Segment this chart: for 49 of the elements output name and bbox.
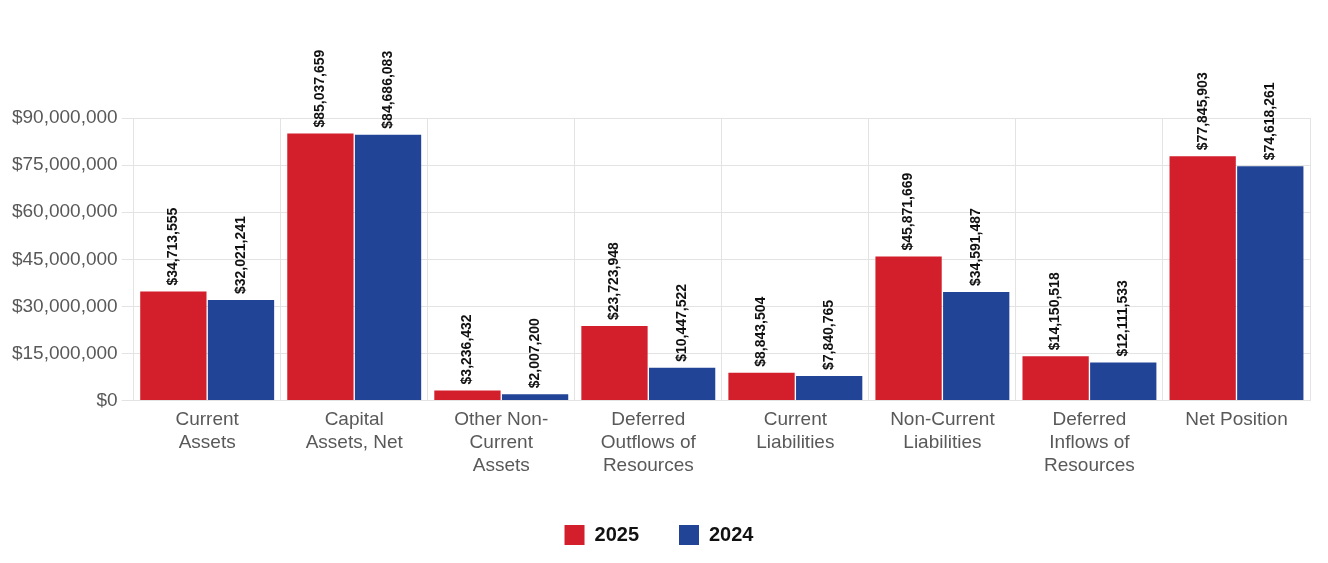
bar bbox=[140, 291, 207, 401]
bar bbox=[287, 133, 354, 401]
x-tick-label: Capital Assets, Net bbox=[305, 408, 404, 453]
bar bbox=[1169, 156, 1236, 401]
data-label: $3,236,432 bbox=[458, 314, 475, 385]
data-label: $85,037,659 bbox=[311, 49, 328, 128]
x-tick-label: Current Liabilities bbox=[756, 408, 835, 453]
y-tick-label: $30,000,000 bbox=[11, 294, 118, 316]
bar bbox=[1090, 362, 1157, 401]
data-label: $32,021,241 bbox=[231, 215, 248, 295]
x-tick-label: Non-Current Liabilities bbox=[890, 408, 996, 453]
data-label: $14,150,518 bbox=[1046, 272, 1063, 351]
legend-label: 2025 bbox=[594, 522, 640, 545]
bar bbox=[1237, 166, 1304, 401]
data-label: $10,447,522 bbox=[672, 283, 689, 362]
bar bbox=[581, 326, 648, 401]
data-label: $12,111,533 bbox=[1114, 280, 1131, 357]
bar bbox=[796, 375, 863, 401]
data-label: $8,843,504 bbox=[752, 296, 769, 367]
bar bbox=[728, 372, 795, 401]
x-tick-label: Current Assets bbox=[175, 408, 240, 453]
data-label: $45,871,669 bbox=[899, 172, 916, 251]
x-tick-label: Deferred Inflows of Resources bbox=[1044, 408, 1135, 475]
data-label: $34,591,487 bbox=[967, 207, 984, 286]
y-tick-label: $75,000,000 bbox=[11, 153, 118, 175]
bar bbox=[354, 134, 422, 401]
x-tick-label: Other Non-Current Assets bbox=[454, 408, 549, 475]
y-tick-label: $15,000,000 bbox=[11, 341, 118, 363]
data-label: $23,723,948 bbox=[605, 242, 622, 321]
bar bbox=[434, 390, 501, 401]
data-label: $74,618,261 bbox=[1261, 82, 1278, 161]
y-tick-label: $90,000,000 bbox=[11, 106, 118, 128]
data-label: $84,686,083 bbox=[378, 50, 395, 129]
bar bbox=[943, 291, 1010, 401]
data-label: $34,713,555 bbox=[164, 207, 181, 286]
legend-label: 2024 bbox=[709, 522, 755, 545]
bar bbox=[648, 367, 716, 401]
data-label: $77,845,903 bbox=[1193, 72, 1210, 151]
y-tick-label: $45,000,000 bbox=[11, 247, 118, 269]
y-tick-label: $0 bbox=[96, 388, 118, 410]
bar bbox=[875, 256, 942, 401]
x-tick-label: Net Position bbox=[1185, 408, 1288, 430]
bar bbox=[501, 394, 569, 401]
y-tick-label: $60,000,000 bbox=[11, 200, 118, 222]
data-label: $7,840,765 bbox=[820, 299, 837, 370]
x-tick-label: Deferred Outflows of Resources bbox=[600, 408, 697, 475]
bar bbox=[1022, 356, 1089, 401]
data-label: $2,007,200 bbox=[525, 318, 542, 389]
bar bbox=[207, 300, 275, 401]
